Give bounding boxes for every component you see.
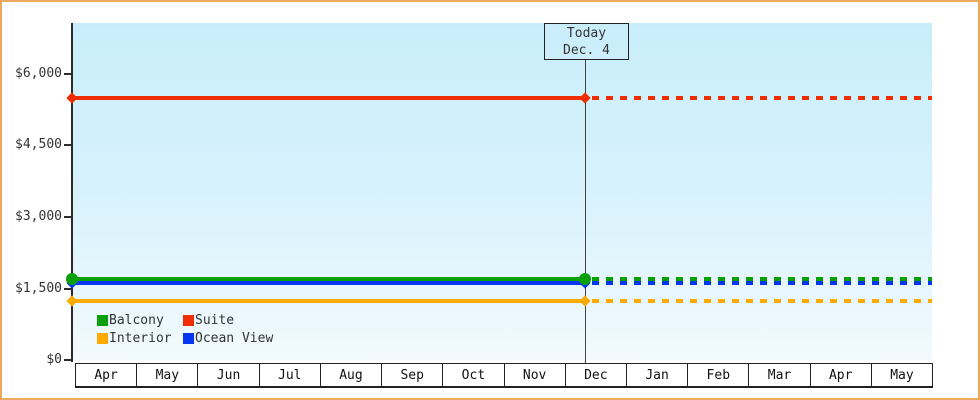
month-cell-apr: Apr: [94, 367, 118, 383]
today-line: [585, 59, 586, 363]
legend-label: Interior: [109, 331, 172, 346]
month-cell-aug: Aug: [319, 364, 381, 386]
legend-item-interior[interactable]: Interior: [97, 331, 183, 346]
legend-label: Balcony: [109, 313, 164, 328]
series-line-interior: [72, 299, 585, 303]
y-tick-label: $0: [46, 352, 62, 367]
month-cell-mar: Mar: [748, 364, 809, 386]
y-tick-mark: [64, 73, 71, 75]
legend-swatch-icon: [97, 315, 108, 326]
series-forecast-balcony: [592, 277, 932, 281]
legend-label: Ocean View: [195, 331, 274, 346]
y-axis: [71, 23, 73, 362]
legend-item-suite[interactable]: Suite: [183, 313, 273, 328]
series-line-suite: [72, 96, 585, 100]
legend: Balcony Suite Interior Ocean View: [97, 313, 273, 346]
legend-swatch-icon: [183, 315, 194, 326]
month-cell-oct: Oct: [442, 364, 503, 386]
today-label: Today: [566, 25, 607, 41]
y-tick-mark: [64, 216, 71, 218]
legend-swatch-icon: [97, 333, 108, 344]
y-tick-label: $4,500: [15, 137, 62, 152]
month-cell-may: May: [136, 364, 197, 386]
month-cell-may: May: [870, 364, 932, 386]
today-annotation-box: Today Dec. 4: [544, 23, 629, 60]
month-cell-feb: Feb: [687, 364, 748, 386]
today-date-label: Dec. 4: [563, 42, 610, 58]
y-tick-mark: [64, 288, 71, 290]
legend-swatch-icon: [183, 333, 194, 344]
series-forecast-suite: [592, 96, 932, 100]
y-tick-label: $1,500: [15, 281, 62, 296]
y-tick-label: $6,000: [15, 66, 62, 81]
x-axis-month-row: Apr May Jun Jul Aug Sep Oct Nov Dec Jan Feb Mar Apr M…: [75, 363, 933, 388]
series-marker-balcony: [579, 273, 591, 285]
month-cell-nov: Nov: [503, 364, 565, 386]
series-forecast-interior: [592, 299, 932, 303]
y-tick-mark: [64, 359, 71, 361]
y-tick-mark: [64, 144, 71, 146]
month-cell-jan: Jan: [625, 364, 687, 386]
month-cell-jun: Jun: [197, 364, 258, 386]
plot-area: [72, 23, 932, 360]
y-tick-label: $3,000: [15, 209, 62, 224]
month-cell-apr: Apr: [809, 364, 871, 386]
series-forecast-ocean-view: [592, 281, 932, 285]
legend-item-ocean-view[interactable]: Ocean View: [183, 331, 273, 346]
legend-item-balcony[interactable]: Balcony: [97, 313, 183, 328]
legend-label: Suite: [195, 313, 235, 328]
month-cell-dec: Dec: [564, 364, 626, 386]
month-cell-sep: Sep: [381, 364, 442, 386]
month-cell-jul: Jul: [258, 364, 320, 386]
series-line-ocean-view: [72, 281, 585, 285]
series-marker-balcony: [66, 273, 78, 285]
series-line-balcony: [72, 277, 585, 281]
